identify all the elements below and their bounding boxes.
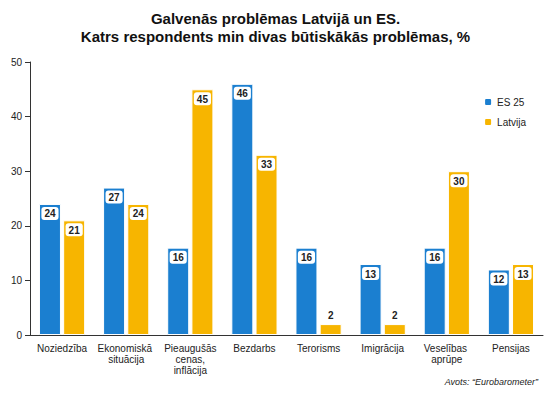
svg-text:45: 45 — [197, 94, 209, 105]
svg-text:Noziedzība: Noziedzība — [37, 343, 87, 354]
svg-text:Pieaugušās: Pieaugušās — [164, 343, 216, 354]
svg-text:16: 16 — [301, 252, 313, 263]
svg-text:50: 50 — [11, 57, 23, 68]
svg-text:0: 0 — [16, 330, 22, 341]
svg-text:16: 16 — [429, 252, 441, 263]
svg-text:aprūpe: aprūpe — [431, 354, 463, 365]
svg-text:inflācija: inflācija — [174, 365, 208, 376]
svg-text:10: 10 — [11, 275, 23, 286]
svg-text:27: 27 — [109, 192, 121, 203]
svg-text:16: 16 — [173, 252, 185, 263]
svg-text:Katrs respondents min divas bū: Katrs respondents min divas būtiskākās p… — [81, 28, 470, 45]
svg-text:Bezdarbs: Bezdarbs — [233, 343, 275, 354]
svg-text:Imigrācija: Imigrācija — [361, 343, 404, 354]
svg-text:Galvenās problēmas Latvijā un: Galvenās problēmas Latvijā un ES. — [151, 10, 400, 27]
svg-text:Ekonomiskā: Ekonomiskā — [98, 343, 155, 354]
svg-text:20: 20 — [11, 220, 23, 231]
svg-text:Veselības: Veselības — [424, 343, 470, 354]
svg-text:ES 25: ES 25 — [497, 97, 525, 108]
svg-text:Avots: “Eurobarometer”: Avots: “Eurobarometer” — [444, 377, 539, 387]
svg-text:30: 30 — [11, 166, 23, 177]
svg-text:situācija: situācija — [108, 354, 145, 365]
svg-text:30: 30 — [453, 176, 465, 187]
svg-text:2: 2 — [392, 310, 398, 321]
svg-text:13: 13 — [365, 269, 377, 280]
svg-text:46: 46 — [237, 88, 249, 99]
svg-text:40: 40 — [11, 111, 23, 122]
svg-text:cenas,: cenas, — [173, 354, 208, 365]
svg-text:24: 24 — [133, 208, 145, 219]
svg-text:Pensijas: Pensijas — [492, 343, 530, 354]
svg-text:2: 2 — [328, 310, 334, 321]
svg-text:Latvija: Latvija — [497, 117, 526, 128]
svg-text:33: 33 — [261, 159, 273, 170]
svg-text:24: 24 — [44, 208, 56, 219]
svg-text:Terorisms: Terorisms — [297, 343, 340, 354]
svg-text:21: 21 — [69, 225, 81, 236]
svg-text:12: 12 — [493, 274, 505, 285]
svg-text:13: 13 — [517, 269, 529, 280]
